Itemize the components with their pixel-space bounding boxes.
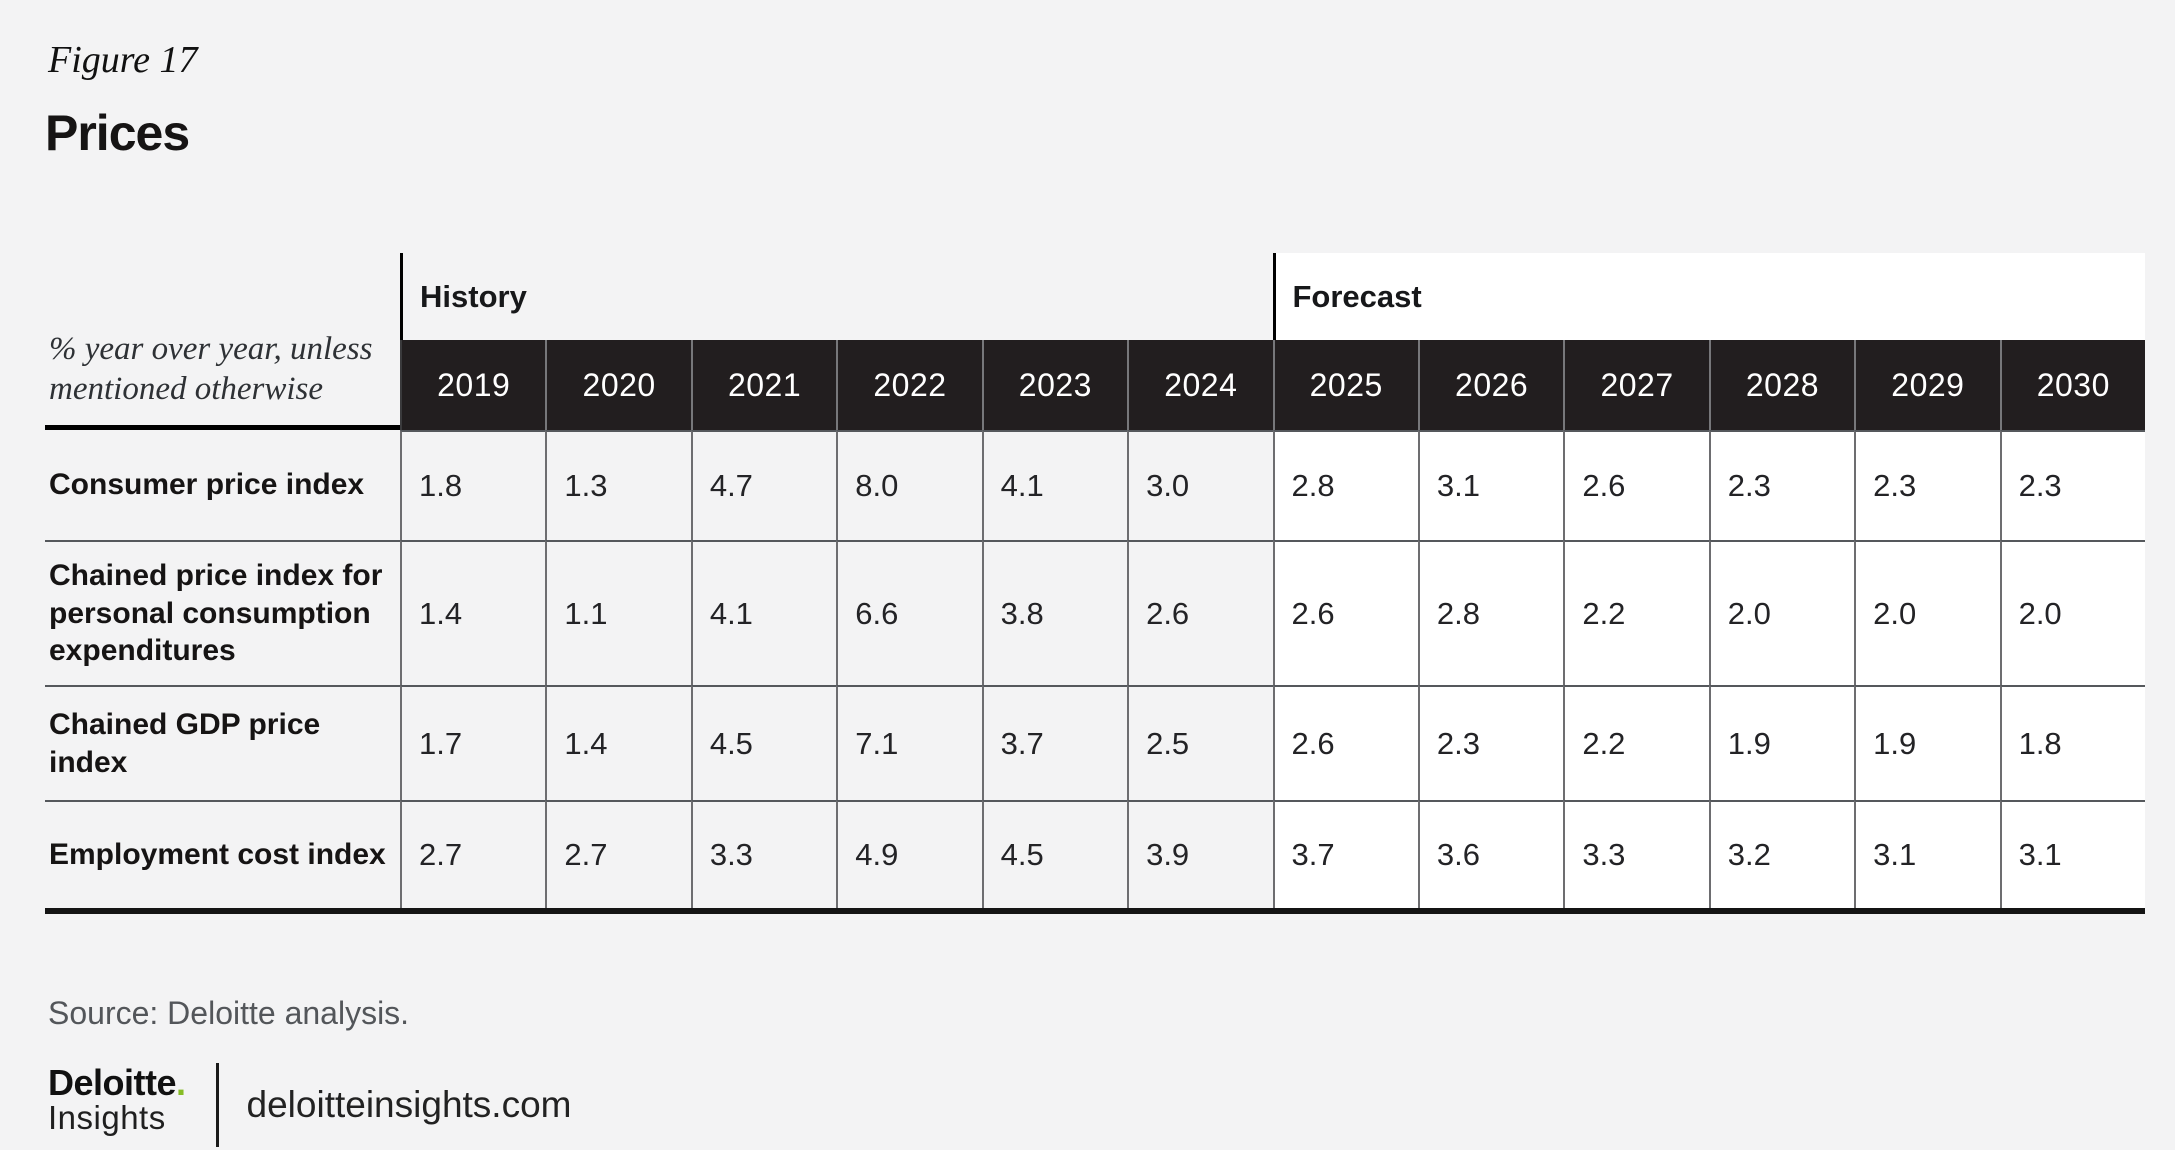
value-cell: 2.5 xyxy=(1127,685,1273,800)
value-cell: 1.8 xyxy=(1999,685,2145,800)
value-cell: 3.7 xyxy=(981,685,1128,800)
year-header-2027: 2027 xyxy=(1563,340,1709,430)
value-cell: 2.6 xyxy=(1272,540,1418,685)
deloitte-logo: Deloitte. Insights xyxy=(48,1063,186,1147)
value-cell: 3.3 xyxy=(1563,800,1709,908)
value-cell: 2.2 xyxy=(1563,540,1709,685)
value-cell: 4.9 xyxy=(836,800,982,908)
value-cell: 2.0 xyxy=(1854,540,2000,685)
site-url-text: deloitteinsights.com xyxy=(246,1084,572,1125)
value-cell: 3.2 xyxy=(1708,800,1855,908)
value-cell: 4.1 xyxy=(981,430,1128,540)
value-cell: 1.8 xyxy=(400,430,546,540)
value-cell: 2.3 xyxy=(1999,430,2145,540)
year-header-2021: 2021 xyxy=(690,340,837,430)
green-dot-icon: . xyxy=(176,1062,186,1103)
value-cell: 2.3 xyxy=(1854,430,2000,540)
year-header-2020: 2020 xyxy=(545,340,691,430)
value-cell: 3.1 xyxy=(1999,800,2145,908)
value-cell: 7.1 xyxy=(836,685,982,800)
deloitte-wordmark: Deloitte. xyxy=(48,1065,186,1101)
value-cell: 4.7 xyxy=(690,430,837,540)
year-header-2022: 2022 xyxy=(836,340,982,430)
value-cell: 2.6 xyxy=(1127,540,1273,685)
brand-text: Deloitte xyxy=(48,1062,177,1103)
row-label-chained-pce-price-index: Chained price index for personal consump… xyxy=(45,540,400,685)
value-cell: 2.3 xyxy=(1417,685,1564,800)
year-header-2028: 2028 xyxy=(1708,340,1855,430)
insights-wordmark: Insights xyxy=(48,1099,166,1136)
year-header-2029: 2029 xyxy=(1854,340,2000,430)
value-cell: 1.7 xyxy=(400,685,546,800)
year-header-2024: 2024 xyxy=(1127,340,1273,430)
value-cell: 2.8 xyxy=(1417,540,1564,685)
page-title: Prices xyxy=(45,105,190,161)
value-cell: 4.5 xyxy=(981,800,1128,908)
value-cell: 3.0 xyxy=(1127,430,1273,540)
value-cell: 3.6 xyxy=(1417,800,1564,908)
year-header-2025: 2025 xyxy=(1272,340,1418,430)
year-header-2030: 2030 xyxy=(1999,340,2145,430)
value-cell: 1.9 xyxy=(1854,685,2000,800)
logo-divider xyxy=(215,1063,219,1147)
value-cell: 2.0 xyxy=(1999,540,2145,685)
value-cell: 4.5 xyxy=(690,685,837,800)
value-cell: 3.9 xyxy=(1127,800,1273,908)
value-cell: 1.4 xyxy=(400,540,546,685)
value-cell: 3.8 xyxy=(981,540,1128,685)
value-cell: 2.7 xyxy=(400,800,546,908)
row-label-consumer-price-index: Consumer price index xyxy=(49,468,365,502)
value-cell: 1.4 xyxy=(545,685,691,800)
value-cell: 2.7 xyxy=(545,800,691,908)
value-cell: 3.1 xyxy=(1417,430,1564,540)
value-cell: 8.0 xyxy=(836,430,982,540)
source-text: Source: Deloitte analysis. xyxy=(48,995,410,1031)
value-cell: 1.3 xyxy=(545,430,691,540)
value-cell: 2.0 xyxy=(1708,540,1855,685)
value-cell: 2.8 xyxy=(1272,430,1418,540)
row-label-chained-gdp-price-index: Chained GDP price index xyxy=(45,685,400,800)
value-cell: 6.6 xyxy=(836,540,982,685)
deloitte-insights-logo: Deloitte. Insights deloitteinsights.com xyxy=(48,1063,571,1147)
value-cell: 2.6 xyxy=(1563,430,1709,540)
year-header-2019: 2019 xyxy=(400,340,546,430)
value-cell: 1.1 xyxy=(545,540,691,685)
row-label-employment-cost-index: Employment cost index xyxy=(45,800,400,908)
value-cell: 2.2 xyxy=(1563,685,1709,800)
prices-table: % year over year, unless mentioned other… xyxy=(45,253,2145,914)
unit-note: % year over year, unless mentioned other… xyxy=(45,253,400,430)
value-cell: 1.9 xyxy=(1708,685,1855,800)
value-cell: 2.6 xyxy=(1272,685,1418,800)
value-cell: 4.1 xyxy=(690,540,837,685)
value-cell: 3.7 xyxy=(1272,800,1418,908)
year-header-2023: 2023 xyxy=(981,340,1128,430)
history-section-header: History xyxy=(400,253,1273,340)
year-header-2026: 2026 xyxy=(1417,340,1564,430)
forecast-section-header: Forecast xyxy=(1272,253,2145,340)
value-cell: 2.3 xyxy=(1708,430,1855,540)
value-cell: 3.1 xyxy=(1854,800,2000,908)
figure-label: Figure 17 xyxy=(48,39,198,81)
value-cell: 3.3 xyxy=(690,800,837,908)
